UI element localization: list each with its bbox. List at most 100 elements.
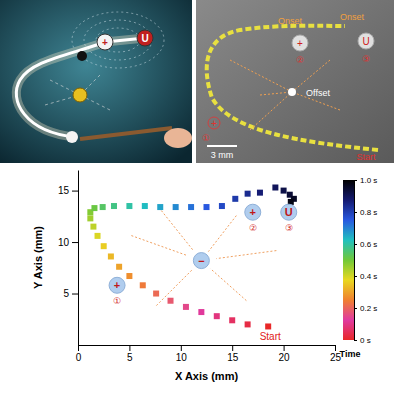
offset-marker — [288, 88, 296, 96]
ball — [137, 30, 153, 46]
ball — [97, 34, 113, 50]
ball — [73, 88, 87, 102]
photo-label: Start — [356, 152, 376, 162]
colorbar-title: Time — [340, 349, 361, 359]
point — [173, 204, 179, 210]
point — [153, 291, 159, 297]
colorbar-tick-mark — [354, 180, 357, 181]
point — [204, 204, 210, 210]
scale-bar — [207, 145, 237, 147]
field-line — [72, 12, 164, 68]
x-axis-line — [79, 345, 336, 346]
colorbar-tick-label: 0.8 s — [360, 208, 377, 217]
x-tick: 5 — [127, 345, 133, 363]
point — [214, 313, 220, 319]
field-line — [96, 28, 140, 52]
point — [126, 273, 132, 279]
x-tick: 20 — [279, 345, 291, 363]
point — [116, 264, 122, 270]
colorbar-tick: 0.4 s — [354, 272, 377, 281]
charge-index: ① — [113, 296, 121, 306]
point — [91, 205, 97, 211]
ball — [77, 51, 87, 61]
charge-marker — [245, 204, 261, 220]
y-axis-title: Y Axis (mm) — [32, 226, 44, 289]
colorbar-tick-mark — [354, 276, 357, 277]
y-tick-mark — [72, 294, 78, 295]
x-tick-mark — [181, 345, 182, 351]
point — [126, 203, 132, 209]
colorbar-tick-mark — [354, 244, 357, 245]
y-tick: 10 — [58, 237, 78, 248]
point — [183, 304, 189, 310]
x-tick-label: 20 — [279, 352, 291, 363]
force-arrow — [216, 251, 276, 259]
x-tick: 0 — [76, 345, 82, 363]
colorbar-tick-label: 0.6 s — [360, 240, 377, 249]
colorbar-tick-label: 0.2 s — [360, 304, 377, 313]
illustration-background — [0, 0, 192, 163]
colorbar-tick-mark — [354, 212, 357, 213]
point — [90, 224, 96, 230]
photo-label: 3 mm — [211, 150, 234, 160]
y-tick-label: 15 — [58, 185, 70, 196]
photo-label: Onset — [340, 12, 365, 22]
photo-background — [196, 0, 394, 163]
colorbar-tick: 0.2 s — [354, 304, 377, 313]
colorbar-tick-label: 0.4 s — [360, 272, 377, 281]
colorbar-tick-mark — [354, 340, 357, 341]
x-axis: 0510152025 — [76, 345, 342, 363]
colorbar-tick: 0 s — [354, 336, 371, 345]
x-tick-mark — [335, 345, 336, 351]
charge-label: + — [250, 206, 256, 218]
charge-label: − — [198, 255, 204, 267]
photo-circle — [358, 33, 374, 49]
point — [245, 321, 251, 327]
force-arrow — [208, 216, 236, 252]
point — [108, 253, 114, 259]
cue-stick — [80, 128, 172, 139]
x-tick-mark — [78, 345, 79, 351]
photo-label: + — [297, 38, 303, 49]
x-tick-mark — [284, 345, 285, 351]
point — [95, 233, 101, 239]
colorbar-tick-label: 1.0 s — [360, 176, 377, 185]
photo-trajectory — [207, 26, 378, 150]
photo-label: ② — [296, 55, 304, 65]
point — [140, 282, 146, 288]
photo-circle — [208, 117, 220, 129]
point — [168, 298, 174, 304]
point — [111, 203, 117, 209]
charge-marker — [193, 253, 209, 269]
charge-index: ③ — [285, 223, 293, 233]
force-arrow — [210, 269, 246, 301]
x-tick-label: 5 — [127, 352, 133, 363]
point — [265, 323, 271, 329]
force-arrow — [156, 270, 192, 306]
point — [281, 188, 287, 194]
point — [188, 204, 194, 210]
point — [101, 243, 107, 249]
photo-circle — [292, 35, 308, 51]
photo-arrow — [230, 60, 292, 92]
x-tick-label: 0 — [76, 352, 82, 363]
x-tick-mark — [232, 345, 233, 351]
point — [87, 215, 93, 221]
colorbar-tick-mark — [354, 308, 357, 309]
y-axis: 51015 — [58, 171, 79, 346]
colorbar-tick: 0.8 s — [354, 208, 377, 217]
point — [198, 309, 204, 315]
y-tick-label: 10 — [58, 237, 70, 248]
colorbar-tick: 1.0 s — [354, 176, 377, 185]
point — [257, 190, 263, 196]
point — [100, 204, 106, 210]
colorbar-tick-label: 0 s — [360, 336, 371, 345]
photo-label: Onset — [278, 16, 303, 26]
trajectory — [16, 38, 145, 137]
ball-label: U — [141, 33, 148, 44]
colorbar — [343, 180, 354, 340]
colorbar-axis-line — [354, 181, 355, 341]
point — [157, 204, 163, 210]
point — [219, 203, 225, 209]
ball — [66, 131, 78, 143]
